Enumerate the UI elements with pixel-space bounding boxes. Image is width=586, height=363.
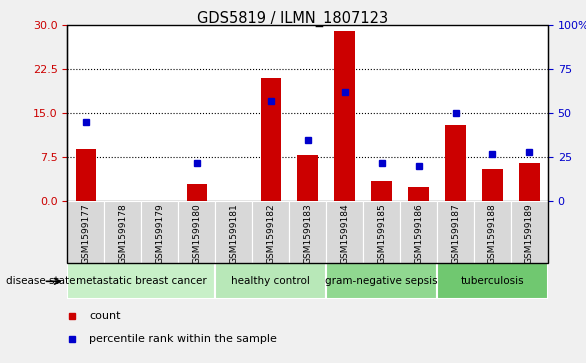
Bar <box>437 201 474 263</box>
Bar <box>335 31 355 201</box>
Bar <box>215 201 252 263</box>
Bar <box>67 263 215 299</box>
Bar <box>408 187 429 201</box>
Bar <box>215 263 326 299</box>
Text: GSM1599184: GSM1599184 <box>340 203 349 264</box>
Bar <box>482 169 503 201</box>
Text: GSM1599187: GSM1599187 <box>451 203 460 264</box>
Bar <box>104 201 141 263</box>
Bar <box>261 78 281 201</box>
Bar <box>186 184 207 201</box>
Text: GSM1599188: GSM1599188 <box>488 203 497 264</box>
Bar <box>141 201 178 263</box>
Bar <box>289 201 326 263</box>
Text: GSM1599182: GSM1599182 <box>266 203 275 264</box>
Bar <box>67 201 104 263</box>
Text: metastatic breast cancer: metastatic breast cancer <box>76 276 207 286</box>
Bar <box>445 125 466 201</box>
Text: GSM1599185: GSM1599185 <box>377 203 386 264</box>
Text: gram-negative sepsis: gram-negative sepsis <box>325 276 438 286</box>
Bar <box>511 201 548 263</box>
Bar <box>178 201 215 263</box>
Bar <box>76 149 96 201</box>
Text: percentile rank within the sample: percentile rank within the sample <box>89 334 277 344</box>
Text: GSM1599183: GSM1599183 <box>303 203 312 264</box>
Bar <box>363 201 400 263</box>
Bar <box>372 181 392 201</box>
Text: count: count <box>89 311 121 321</box>
Bar <box>437 263 548 299</box>
Bar <box>474 201 511 263</box>
Bar <box>298 155 318 201</box>
Text: GSM1599180: GSM1599180 <box>192 203 201 264</box>
Bar <box>326 201 363 263</box>
Text: GSM1599181: GSM1599181 <box>229 203 239 264</box>
Text: GDS5819 / ILMN_1807123: GDS5819 / ILMN_1807123 <box>197 11 389 27</box>
Bar <box>252 201 289 263</box>
Text: healthy control: healthy control <box>231 276 310 286</box>
Bar <box>326 263 437 299</box>
Text: GSM1599189: GSM1599189 <box>525 203 534 264</box>
Text: GSM1599177: GSM1599177 <box>81 203 90 264</box>
Bar <box>400 201 437 263</box>
Text: disease state: disease state <box>6 276 76 286</box>
Text: tuberculosis: tuberculosis <box>461 276 524 286</box>
Text: GSM1599186: GSM1599186 <box>414 203 423 264</box>
Text: GSM1599179: GSM1599179 <box>155 203 164 264</box>
Bar <box>519 163 540 201</box>
Text: GSM1599178: GSM1599178 <box>118 203 127 264</box>
